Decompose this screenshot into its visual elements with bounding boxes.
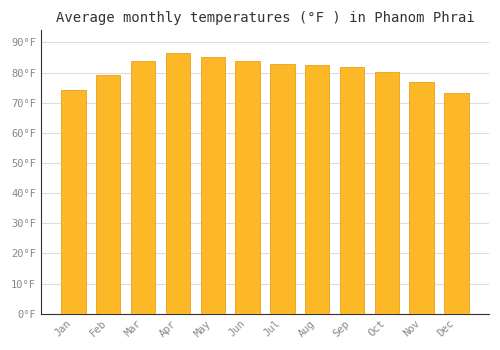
Bar [62,90,86,314]
Bar [410,82,434,314]
Bar [374,72,399,314]
Bar [270,64,294,314]
Bar [236,61,260,314]
Bar [305,65,330,314]
Bar [166,53,190,314]
Bar [96,75,120,314]
Title: Average monthly temperatures (°F ) in Phanom Phrai: Average monthly temperatures (°F ) in Ph… [56,11,474,25]
Bar [340,67,364,314]
Bar [131,61,156,314]
Bar [444,92,468,314]
Bar [200,57,225,314]
